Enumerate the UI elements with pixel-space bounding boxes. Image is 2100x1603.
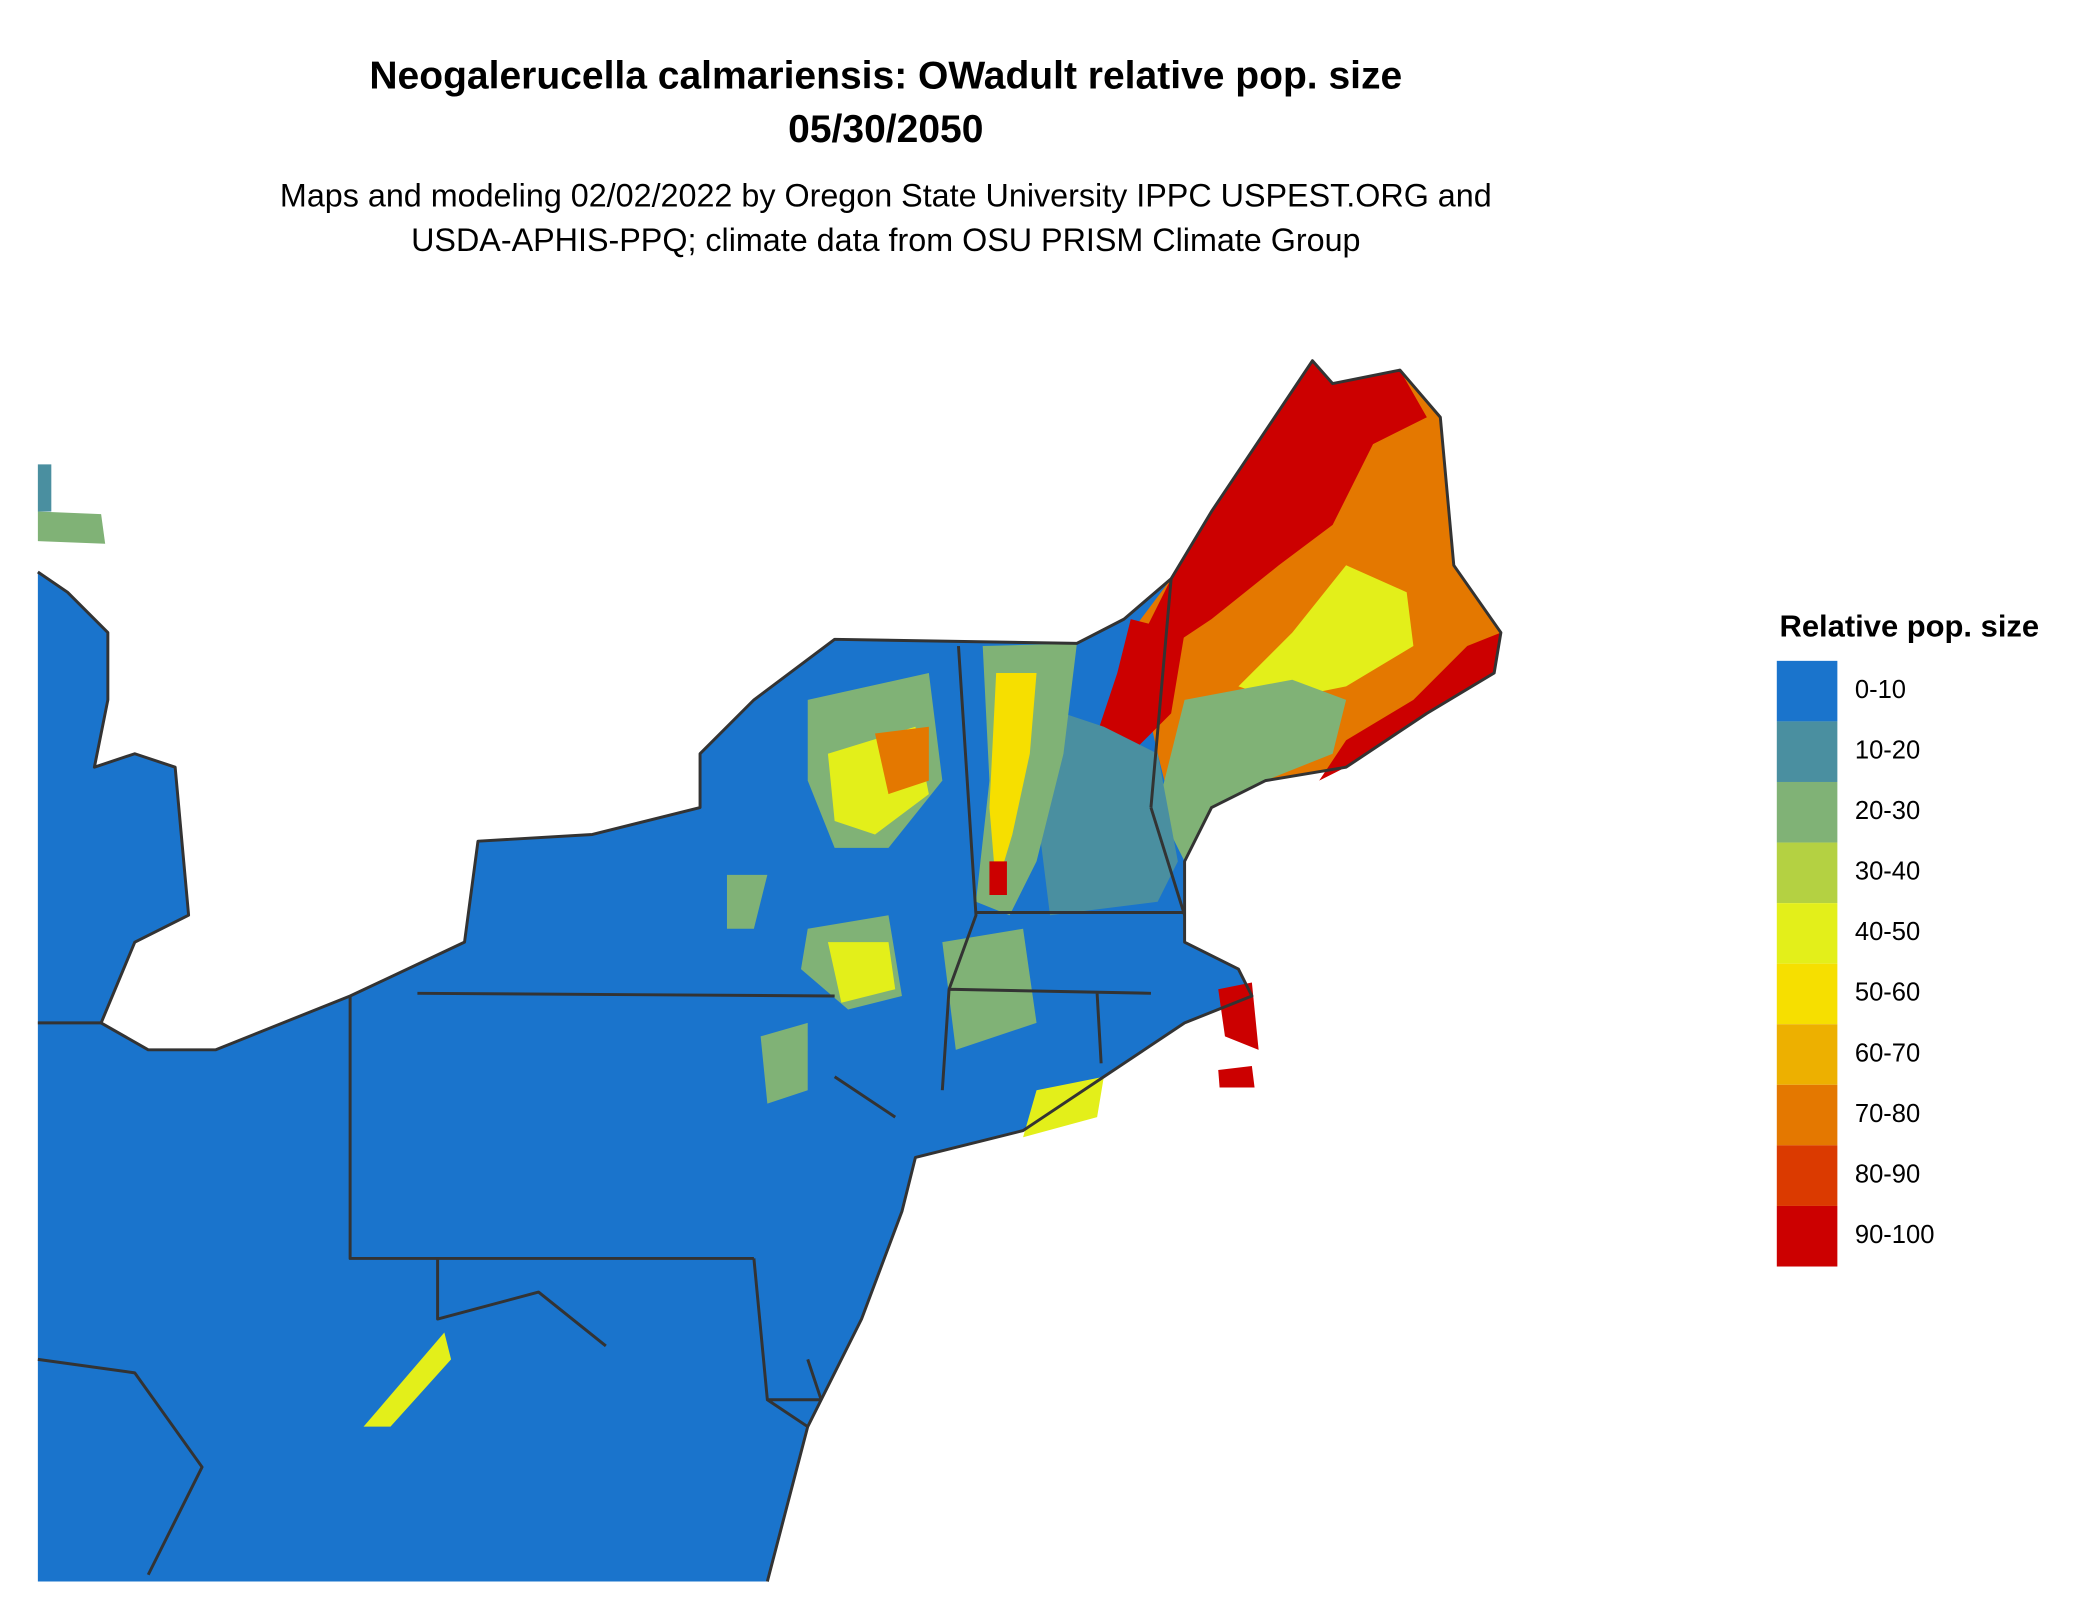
zone: [1238, 565, 1414, 700]
legend-label: 80-90: [1855, 1160, 1920, 1188]
map-title: Neogalerucella calmariensis: OWadult rel…: [369, 54, 1402, 97]
state-border: [37, 359, 1503, 1582]
legend-swatch: [1776, 1205, 1838, 1267]
legend-label: 60-70: [1855, 1039, 1920, 1067]
map-date: 05/30/2050: [788, 108, 983, 151]
zone: [827, 942, 896, 1003]
legend-swatch: [1776, 903, 1838, 964]
map-subtitle: USDA-APHIS-PPQ; climate data from OSU PR…: [411, 222, 1360, 258]
legend-label: 40-50: [1855, 918, 1920, 946]
zone: [989, 672, 1037, 889]
legend-title: Relative pop. size: [1779, 609, 2039, 644]
legend-label: 90-100: [1855, 1221, 1935, 1249]
legend-swatch: [1776, 721, 1838, 782]
zone: [875, 726, 929, 795]
legend-swatch: [1776, 781, 1838, 843]
legend-swatch: [1776, 1084, 1838, 1146]
map: [37, 359, 1503, 1582]
zone: [1090, 619, 1185, 768]
zone: [1144, 360, 1427, 647]
legend-label: 20-30: [1855, 797, 1920, 825]
zone: [363, 1332, 452, 1427]
zone: [1218, 1065, 1255, 1088]
state-border: [940, 578, 1187, 1091]
zone: [1319, 632, 1501, 781]
legend-swatch: [1776, 1145, 1838, 1206]
legend-label: 10-20: [1855, 736, 1920, 764]
state-border: [37, 991, 897, 1576]
zone: [1218, 982, 1259, 1050]
legend-label: 50-60: [1855, 979, 1920, 1007]
legend-swatch: [1776, 842, 1838, 904]
zone: [989, 861, 1007, 896]
legend-swatch: [1776, 660, 1838, 722]
legend-label: 70-80: [1855, 1100, 1920, 1128]
legend-swatch: [1776, 1024, 1838, 1085]
land: [37, 511, 106, 544]
zone: [760, 1022, 808, 1104]
land: [37, 464, 52, 512]
map-subtitle: Maps and modeling 02/02/2022 by Oregon S…: [280, 177, 1492, 213]
legend-swatch: [1776, 963, 1838, 1025]
legend-label: 0-10: [1855, 676, 1906, 704]
legend: Relative pop. size 0-10 10-20 20-30 30-40 40…: [1776, 609, 2039, 1267]
zone: [1157, 679, 1347, 862]
zone: [726, 874, 768, 929]
legend-label: 30-40: [1855, 858, 1920, 886]
